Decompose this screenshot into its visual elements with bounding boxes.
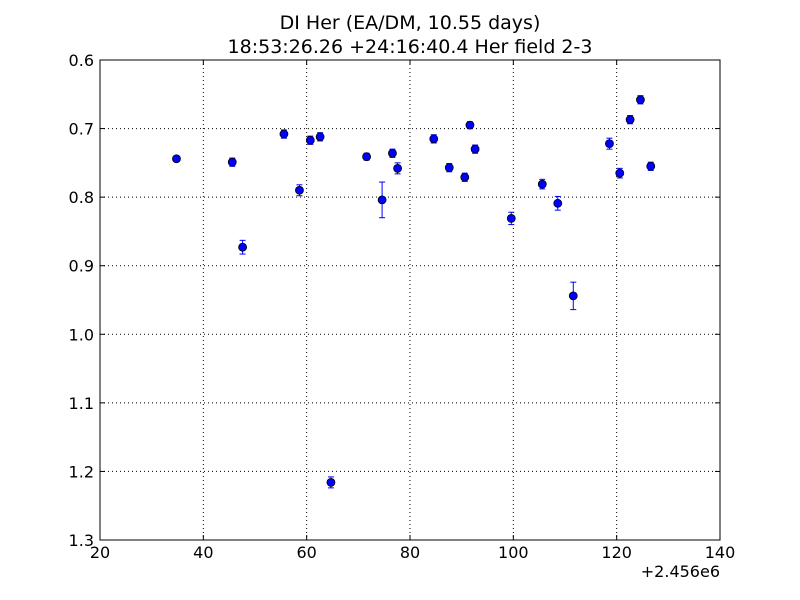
data-point (377, 195, 387, 205)
x-tick-label: 40 (193, 543, 213, 562)
y-tick-label: 1.3 (69, 531, 94, 550)
data-point (625, 115, 635, 125)
data-point (388, 148, 397, 158)
data-points (172, 95, 656, 487)
y-tick-label: 1.1 (69, 394, 94, 413)
data-point (305, 135, 315, 145)
x-tick-label: 100 (498, 543, 529, 562)
y-tick-labels: 0.6 0.7 0.8 0.9 1.0 1.1 1.2 1.3 (69, 51, 94, 550)
data-point (315, 132, 325, 142)
grid (100, 60, 720, 540)
y-tick-label: 0.7 (69, 120, 94, 139)
data-point (172, 154, 181, 164)
data-point (279, 129, 289, 139)
chart-title: DI Her (EA/DM, 10.55 days) (280, 12, 541, 34)
data-point (636, 95, 645, 105)
data-point (568, 291, 578, 301)
x-tick-label: 20 (90, 543, 110, 562)
data-point (615, 168, 625, 178)
y-tick-label: 0.8 (69, 188, 94, 207)
data-point (393, 163, 403, 173)
y-tick-label: 1.0 (69, 325, 94, 344)
data-point (506, 213, 516, 223)
data-point (429, 134, 439, 144)
y-tick-label: 0.9 (69, 257, 94, 276)
data-point (326, 477, 336, 487)
data-point (470, 144, 480, 154)
x-tick-label: 120 (601, 543, 632, 562)
y-tick-label: 1.2 (69, 462, 94, 481)
x-tick-label: 140 (705, 543, 736, 562)
data-point (605, 139, 614, 149)
data-point (238, 242, 248, 252)
x-tick-labels: 20 40 60 80 100 120 140 (90, 543, 735, 562)
chart-subtitle: 18:53:26.26 +24:16:40.4 Her field 2-3 (228, 36, 593, 58)
y-tick-label: 0.6 (69, 51, 94, 70)
data-point (444, 163, 454, 173)
x-tick-label: 60 (296, 543, 316, 562)
data-point (646, 161, 656, 171)
x-tick-label: 80 (400, 543, 420, 562)
data-point (295, 185, 304, 195)
plot-frame (99, 59, 721, 541)
data-point (227, 157, 237, 167)
data-point (537, 179, 547, 189)
data-point (362, 152, 372, 162)
x-offset-label: +2.456e6 (641, 562, 720, 581)
data-point (553, 198, 563, 208)
data-point (465, 120, 475, 130)
data-point (460, 172, 470, 182)
